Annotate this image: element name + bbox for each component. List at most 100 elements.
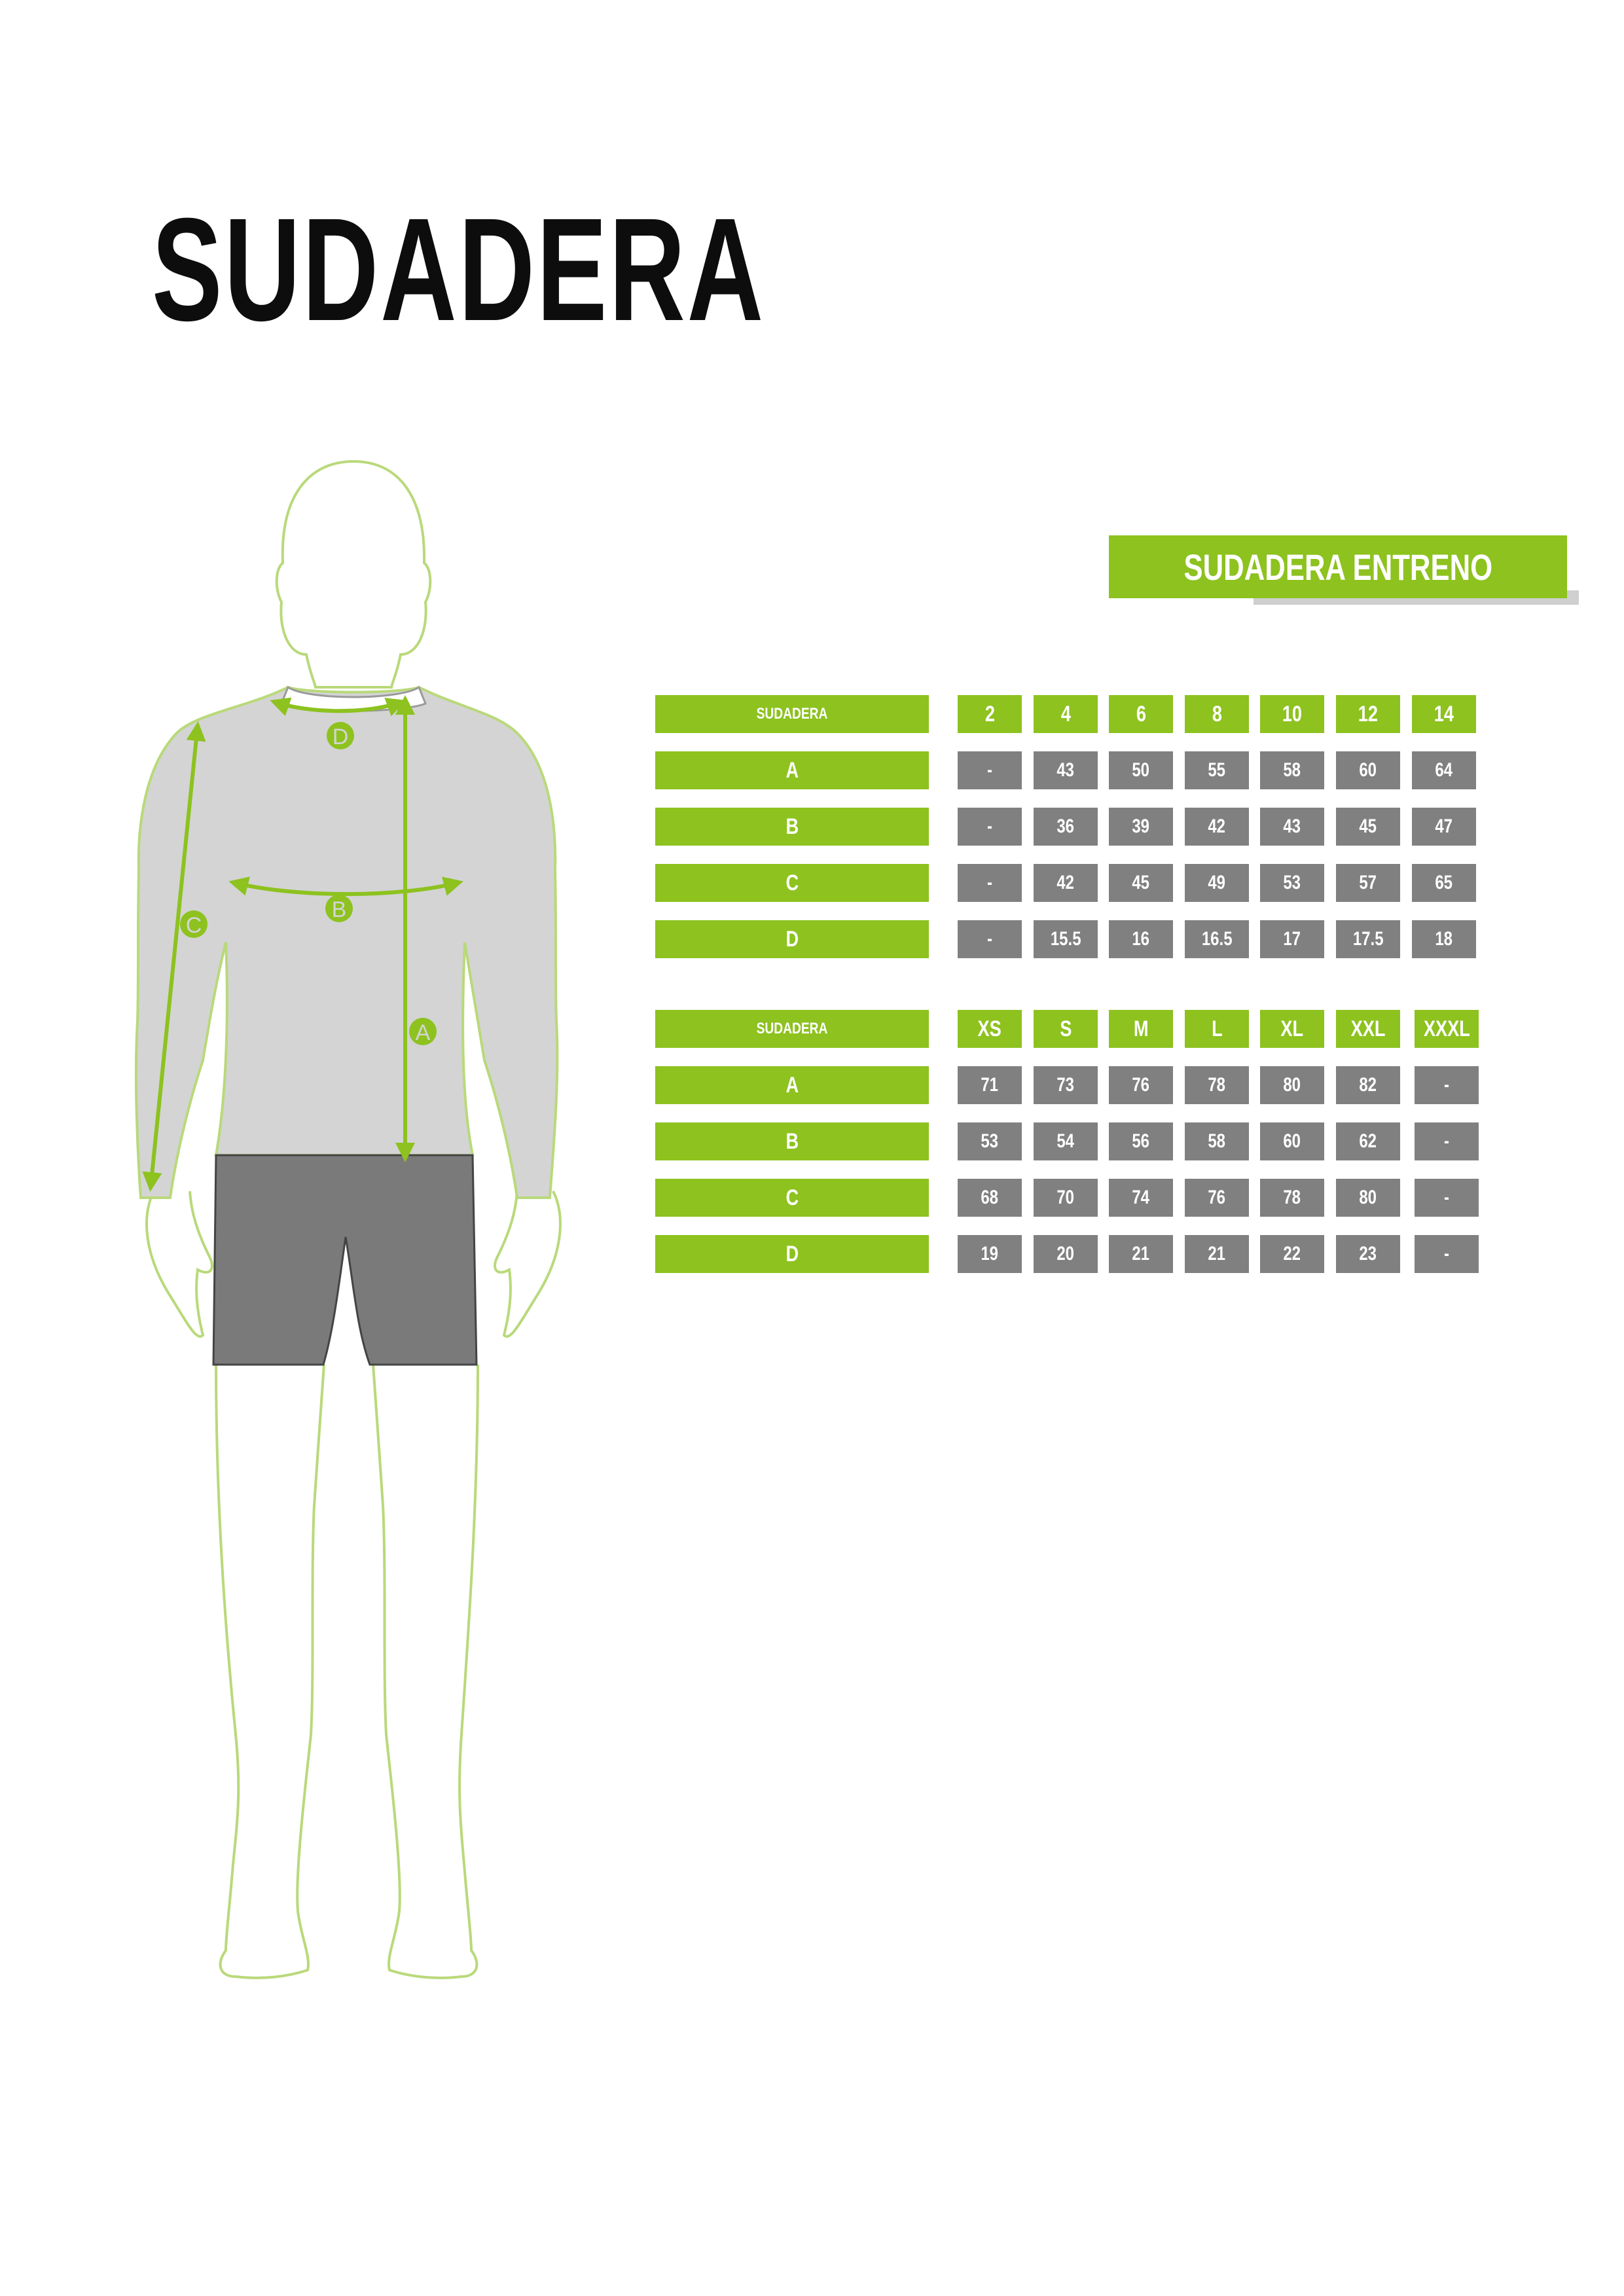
row-label: A xyxy=(655,1066,929,1104)
shorts-shape xyxy=(212,1154,478,1366)
value-cell: 15.5 xyxy=(1034,920,1098,958)
value-cell: 76 xyxy=(1109,1066,1173,1104)
size-header-cell: XL xyxy=(1260,1010,1324,1048)
value-cell: - xyxy=(1415,1066,1479,1104)
value-cell: 43 xyxy=(1034,751,1098,789)
value-cell: 49 xyxy=(1185,864,1249,902)
value-cell: 17 xyxy=(1260,920,1324,958)
value-cell: 62 xyxy=(1336,1122,1400,1160)
value-cell: 16.5 xyxy=(1185,920,1249,958)
value-cell: 21 xyxy=(1109,1235,1173,1273)
size-header-cell: 10 xyxy=(1260,695,1324,733)
value-cell: - xyxy=(958,920,1022,958)
table-row: C - 42 45 49 53 57 65 xyxy=(655,864,1480,902)
svg-text:D: D xyxy=(333,725,349,749)
value-cell: 42 xyxy=(1185,808,1249,846)
value-cell: 78 xyxy=(1185,1066,1249,1104)
size-header-cell: 12 xyxy=(1336,695,1400,733)
value-cell: 56 xyxy=(1109,1122,1173,1160)
value-cell: 58 xyxy=(1185,1122,1249,1160)
table-row: B - 36 39 42 43 45 47 xyxy=(655,808,1480,846)
row-label: A xyxy=(655,751,929,789)
value-cell: - xyxy=(1415,1235,1479,1273)
value-cell: 58 xyxy=(1260,751,1324,789)
size-header-cell: 2 xyxy=(958,695,1022,733)
header-label: SUDADERA xyxy=(655,695,929,733)
measure-line-d xyxy=(270,697,406,717)
size-header-cell: L xyxy=(1185,1010,1249,1048)
table-row: A 71 73 76 78 80 82 - xyxy=(655,1066,1480,1104)
table-banner: SUDADERA ENTRENO xyxy=(1109,535,1567,598)
value-cell: 45 xyxy=(1336,808,1400,846)
value-cell: 17.5 xyxy=(1336,920,1400,958)
value-cell: 43 xyxy=(1260,808,1324,846)
banner-title: SUDADERA ENTRENO xyxy=(1183,546,1492,588)
value-cell: - xyxy=(958,864,1022,902)
value-cell: 39 xyxy=(1109,808,1173,846)
value-cell: - xyxy=(958,751,1022,789)
value-cell: 20 xyxy=(1034,1235,1098,1273)
value-cell: 64 xyxy=(1412,751,1476,789)
size-header-cell: XS xyxy=(958,1010,1022,1048)
page-title: SUDADERA xyxy=(152,188,766,351)
value-cell: 73 xyxy=(1034,1066,1098,1104)
body-outline xyxy=(145,459,562,1979)
table-row: A - 43 50 55 58 60 64 xyxy=(655,751,1480,789)
marker-a: A xyxy=(409,1018,437,1045)
value-cell: 50 xyxy=(1109,751,1173,789)
value-cell: 60 xyxy=(1336,751,1400,789)
value-cell: 22 xyxy=(1260,1235,1324,1273)
table-row: D 19 20 21 21 22 23 - xyxy=(655,1235,1480,1273)
value-cell: 65 xyxy=(1412,864,1476,902)
size-header-cell: M xyxy=(1109,1010,1173,1048)
value-cell: 42 xyxy=(1034,864,1098,902)
table-row: B 53 54 56 58 60 62 - xyxy=(655,1122,1480,1160)
value-cell: 47 xyxy=(1412,808,1476,846)
value-cell: 76 xyxy=(1185,1179,1249,1217)
value-cell: 53 xyxy=(958,1122,1022,1160)
value-cell: 54 xyxy=(1034,1122,1098,1160)
value-cell: 68 xyxy=(958,1179,1022,1217)
marker-c: C xyxy=(180,910,208,938)
value-cell: 16 xyxy=(1109,920,1173,958)
svg-text:C: C xyxy=(186,913,202,938)
row-label: B xyxy=(655,808,929,846)
value-cell: 70 xyxy=(1034,1179,1098,1217)
table-header-row: SUDADERA XS S M L XL XXL XXXL xyxy=(655,1010,1480,1048)
value-cell: 21 xyxy=(1185,1235,1249,1273)
value-cell: 18 xyxy=(1412,920,1476,958)
row-label: B xyxy=(655,1122,929,1160)
value-cell: 82 xyxy=(1336,1066,1400,1104)
value-cell: 23 xyxy=(1336,1235,1400,1273)
value-cell: 19 xyxy=(958,1235,1022,1273)
header-label: SUDADERA xyxy=(655,1010,929,1048)
value-cell: - xyxy=(1415,1122,1479,1160)
size-header-cell: XXL xyxy=(1336,1010,1400,1048)
size-header-cell: 6 xyxy=(1109,695,1173,733)
size-header-cell: S xyxy=(1034,1010,1098,1048)
measure-line-c xyxy=(142,721,206,1192)
size-header-cell: 8 xyxy=(1185,695,1249,733)
value-cell: - xyxy=(958,808,1022,846)
row-label: C xyxy=(655,864,929,902)
value-cell: 53 xyxy=(1260,864,1324,902)
size-header-cell: 14 xyxy=(1412,695,1476,733)
value-cell: 80 xyxy=(1260,1066,1324,1104)
value-cell: 60 xyxy=(1260,1122,1324,1160)
table-row: D - 15.5 16 16.5 17 17.5 18 xyxy=(655,920,1480,958)
value-cell: 36 xyxy=(1034,808,1098,846)
row-label: D xyxy=(655,920,929,958)
svg-text:A: A xyxy=(416,1020,431,1045)
value-cell: 57 xyxy=(1336,864,1400,902)
value-cell: 71 xyxy=(958,1066,1022,1104)
table-row: C 68 70 74 76 78 80 - xyxy=(655,1179,1480,1217)
shirt-shape xyxy=(134,685,559,1199)
table-header-row: SUDADERA 2 4 6 8 10 12 14 xyxy=(655,695,1480,733)
row-label: C xyxy=(655,1179,929,1217)
size-header-cell: 4 xyxy=(1034,695,1098,733)
value-cell: 74 xyxy=(1109,1179,1173,1217)
row-label: D xyxy=(655,1235,929,1273)
marker-d: D xyxy=(327,722,354,749)
size-header-cell: XXXL xyxy=(1415,1010,1479,1048)
